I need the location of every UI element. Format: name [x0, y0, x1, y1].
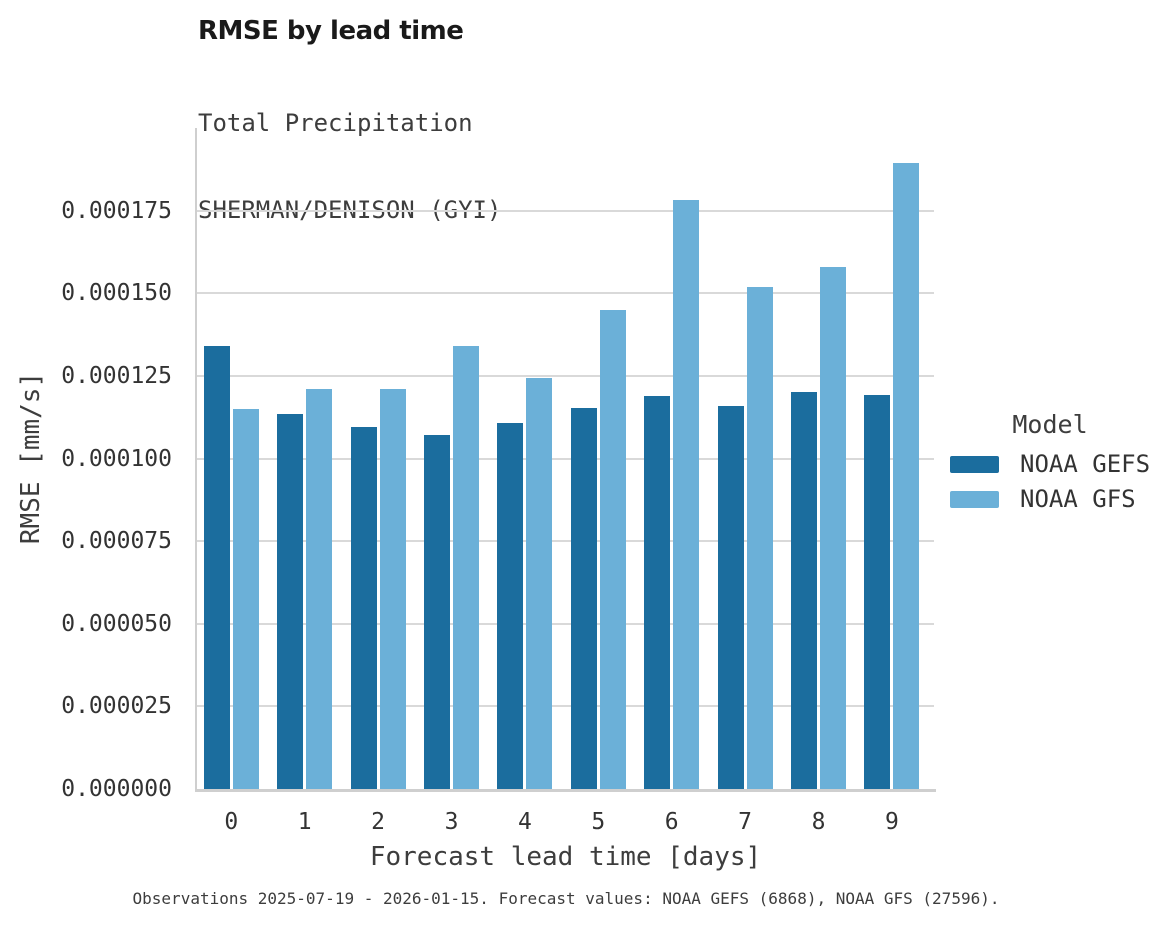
bar-noaa-gfs-day-6 [673, 200, 700, 789]
gridline-0.000175 [197, 209, 934, 212]
legend-item-noaa-gefs: NOAA GEFS [950, 450, 1160, 478]
bar-noaa-gfs-day-1 [306, 389, 333, 789]
bar-noaa-gfs-day-0 [232, 408, 259, 789]
x-tick-6: 6 [664, 809, 679, 835]
bar-noaa-gfs-day-5 [599, 310, 626, 789]
x-tick-2: 2 [371, 809, 386, 835]
gridline-0.000050 [197, 622, 934, 625]
y-tick-0.000175: 0.000175 [61, 197, 172, 224]
gridline-0.000125 [197, 374, 934, 377]
bar-noaa-gefs-day-8 [791, 392, 817, 789]
bar-noaa-gfs-day-9 [893, 162, 920, 789]
legend: Model NOAA GEFS NOAA GFS [950, 410, 1160, 513]
x-tick-1: 1 [297, 809, 312, 835]
bar-noaa-gefs-day-3 [424, 434, 450, 789]
bar-noaa-gfs-day-2 [379, 389, 406, 789]
x-tick-7: 7 [738, 809, 753, 835]
gefs-swatch-icon [950, 455, 999, 473]
y-tick-0.000050: 0.000050 [61, 610, 172, 637]
subtitle-line-variable: Total Precipitation [198, 109, 473, 137]
y-tick-0.000125: 0.000125 [61, 362, 172, 389]
bar-noaa-gefs-day-6 [644, 396, 671, 789]
gridline-0.000100 [197, 457, 934, 460]
x-tick-5: 5 [591, 809, 606, 835]
x-tick-0: 0 [224, 809, 239, 835]
legend-label-gfs: NOAA GFS [1020, 485, 1136, 513]
bar-noaa-gefs-day-1 [277, 413, 304, 789]
y-tick-0.000075: 0.000075 [61, 528, 172, 555]
bar-noaa-gefs-day-0 [203, 346, 230, 789]
bar-noaa-gefs-day-4 [497, 422, 524, 789]
x-tick-9: 9 [884, 809, 899, 835]
legend-label-gefs: NOAA GEFS [1020, 450, 1151, 478]
y-tick-0.000150: 0.000150 [61, 280, 172, 307]
legend-title: Model [1012, 410, 1088, 439]
bar-noaa-gefs-day-9 [864, 395, 891, 789]
x-tick-3: 3 [444, 809, 459, 835]
bar-noaa-gfs-day-8 [820, 266, 846, 789]
bar-noaa-gefs-day-5 [570, 408, 597, 789]
bar-noaa-gfs-day-4 [526, 377, 553, 789]
bar-noaa-gefs-day-7 [717, 406, 744, 789]
bar-noaa-gefs-day-2 [350, 427, 377, 789]
y-axis-line [195, 128, 197, 792]
bar-noaa-gfs-day-7 [746, 286, 773, 789]
legend-item-noaa-gfs: NOAA GFS [950, 485, 1160, 513]
plot-area [195, 128, 936, 792]
x-axis-line [195, 789, 936, 792]
chart-title: RMSE by lead time [198, 16, 464, 46]
gridline-0.000075 [197, 540, 934, 543]
x-tick-8: 8 [811, 809, 826, 835]
y-tick-0.000100: 0.000100 [61, 445, 172, 472]
caption: Observations 2025-07-19 - 2026-01-15. Fo… [132, 889, 1000, 908]
x-tick-4: 4 [517, 809, 532, 835]
y-tick-0.000000: 0.000000 [61, 776, 172, 802]
y-tick-0.000025: 0.000025 [61, 693, 172, 720]
gfs-swatch-icon [950, 490, 999, 508]
gridline-0.000150 [197, 292, 934, 295]
gridline-0.000025 [197, 705, 934, 708]
bar-noaa-gfs-day-3 [453, 346, 479, 789]
x-axis-label: Forecast lead time [days] [369, 842, 762, 872]
